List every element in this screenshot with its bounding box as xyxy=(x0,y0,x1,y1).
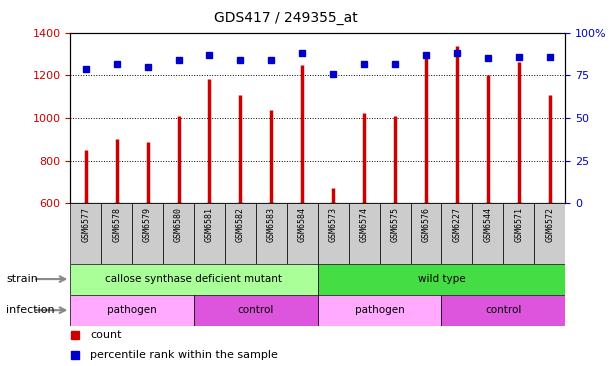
Text: GSM6571: GSM6571 xyxy=(514,208,523,242)
Text: GSM6580: GSM6580 xyxy=(174,208,183,242)
Bar xyxy=(442,203,472,264)
Text: callose synthase deficient mutant: callose synthase deficient mutant xyxy=(106,274,282,284)
Text: GSM6573: GSM6573 xyxy=(329,208,338,242)
Text: strain: strain xyxy=(6,274,38,284)
Text: GSM6577: GSM6577 xyxy=(81,208,90,242)
Bar xyxy=(503,203,534,264)
Text: GSM6227: GSM6227 xyxy=(452,208,461,242)
Text: GSM6544: GSM6544 xyxy=(483,208,492,242)
Text: wild type: wild type xyxy=(418,274,465,284)
Text: percentile rank within the sample: percentile rank within the sample xyxy=(90,350,278,360)
Bar xyxy=(70,203,101,264)
Text: GSM6582: GSM6582 xyxy=(236,208,245,242)
Bar xyxy=(256,203,287,264)
Bar xyxy=(472,203,503,264)
Text: GSM6575: GSM6575 xyxy=(390,208,400,242)
Text: pathogen: pathogen xyxy=(355,305,404,315)
Bar xyxy=(534,203,565,264)
Text: control: control xyxy=(485,305,522,315)
Text: GSM6578: GSM6578 xyxy=(112,208,121,242)
Text: GSM6581: GSM6581 xyxy=(205,208,214,242)
Bar xyxy=(318,295,442,326)
Bar xyxy=(287,203,318,264)
Text: GSM6576: GSM6576 xyxy=(422,208,431,242)
Bar xyxy=(132,203,163,264)
Bar xyxy=(379,203,411,264)
Bar xyxy=(194,203,225,264)
Text: count: count xyxy=(90,330,122,340)
Text: GSM6583: GSM6583 xyxy=(267,208,276,242)
Text: GSM6584: GSM6584 xyxy=(298,208,307,242)
Text: GSM6579: GSM6579 xyxy=(143,208,152,242)
Bar xyxy=(411,203,442,264)
Bar xyxy=(101,203,132,264)
Bar xyxy=(194,295,318,326)
Text: infection: infection xyxy=(6,305,55,315)
Bar xyxy=(349,203,379,264)
Text: control: control xyxy=(238,305,274,315)
Text: GDS417 / 249355_at: GDS417 / 249355_at xyxy=(214,11,357,25)
Bar xyxy=(163,203,194,264)
Bar xyxy=(225,203,256,264)
Bar xyxy=(318,264,565,295)
Bar xyxy=(70,264,318,295)
Text: GSM6572: GSM6572 xyxy=(545,208,554,242)
Text: pathogen: pathogen xyxy=(108,305,157,315)
Text: GSM6574: GSM6574 xyxy=(360,208,368,242)
Bar xyxy=(70,295,194,326)
Bar xyxy=(442,295,565,326)
Bar xyxy=(318,203,349,264)
